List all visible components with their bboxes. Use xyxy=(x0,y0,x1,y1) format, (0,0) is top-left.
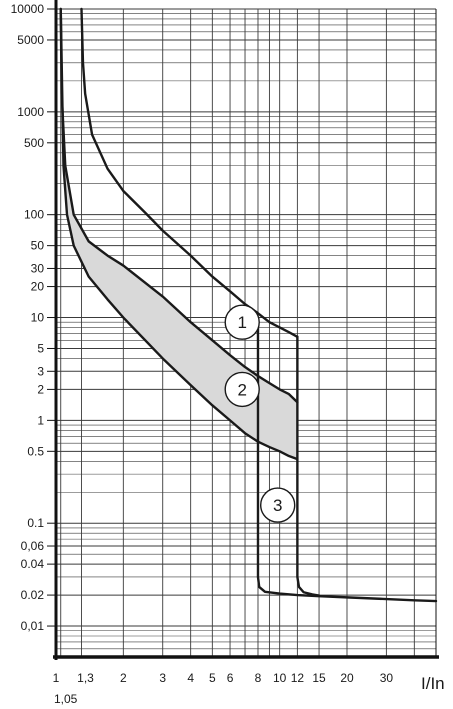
x-tick-label: 3 xyxy=(159,671,166,685)
y-tick-label: 0,06 xyxy=(21,539,45,553)
curves xyxy=(59,7,438,603)
x-tick-label: 1,05 xyxy=(54,692,78,706)
tripping-band xyxy=(60,9,298,460)
x-tick-label: 15 xyxy=(312,671,326,685)
y-tick-label: 1 xyxy=(37,413,44,427)
x-tick-label: 12 xyxy=(291,671,305,685)
x-tick-label: 5 xyxy=(209,671,216,685)
x-tick-label: 30 xyxy=(380,671,394,685)
x-tick-label: 2 xyxy=(120,671,127,685)
y-tick-label: 10000 xyxy=(11,2,45,16)
curve-labels: 1 2 3 xyxy=(224,304,296,523)
y-tick-label: 2 xyxy=(37,382,44,396)
y-tick-label: 5 xyxy=(37,341,44,355)
x-tick-label: 6 xyxy=(227,671,234,685)
y-tick-label: 500 xyxy=(24,136,44,150)
curve-label-text: 3 xyxy=(273,496,282,515)
y-tick-label: 1000 xyxy=(17,105,44,119)
y-tick-label: 10 xyxy=(31,311,45,325)
x-axis-title: I/In xyxy=(421,674,445,693)
x-tick-label: 4 xyxy=(187,671,194,685)
y-tick-label: 30 xyxy=(31,261,45,275)
curve-3 xyxy=(59,7,299,461)
y-tick-label: 100 xyxy=(24,208,44,222)
curve-label-text: 2 xyxy=(237,380,246,399)
x-tick-labels: 1 1,05 1,3 2 3 4 5 6 8 10 12 15 20 30 xyxy=(53,671,394,706)
curve-label-circle xyxy=(224,304,260,340)
curve-magnetic-8 xyxy=(256,316,438,603)
y-tick-labels: 10000 5000 1000 500 100 50 30 20 10 5 3 2 1 0.5 0.1 0,0… xyxy=(11,2,56,633)
y-tick-label: 0.04 xyxy=(21,557,45,571)
grid xyxy=(55,8,437,657)
curve-label-text: 1 xyxy=(237,313,246,332)
axes xyxy=(53,0,439,660)
curve-1 xyxy=(80,7,299,338)
x-tick-label: 20 xyxy=(340,671,354,685)
x-tick-label: 8 xyxy=(255,671,262,685)
curve-label-circle xyxy=(224,371,260,408)
y-tick-label: 5000 xyxy=(17,33,44,47)
y-tick-label: 0.5 xyxy=(27,444,44,458)
curve-2 xyxy=(59,7,299,404)
x-tick-label: 1 xyxy=(53,671,60,685)
x-tick-label: 10 xyxy=(273,671,287,685)
curve-magnetic-12 xyxy=(296,335,321,597)
y-tick-label: 0.02 xyxy=(21,588,45,602)
y-tick-label: 3 xyxy=(37,364,44,378)
y-tick-label: 0.1 xyxy=(27,516,44,530)
curve-label-circle xyxy=(260,487,296,523)
y-tick-label: 0,01 xyxy=(21,619,45,633)
x-tick-label: 1,3 xyxy=(77,671,94,685)
band-fill xyxy=(60,9,298,460)
y-tick-label: 20 xyxy=(31,280,45,294)
y-tick-label: 50 xyxy=(31,239,45,253)
